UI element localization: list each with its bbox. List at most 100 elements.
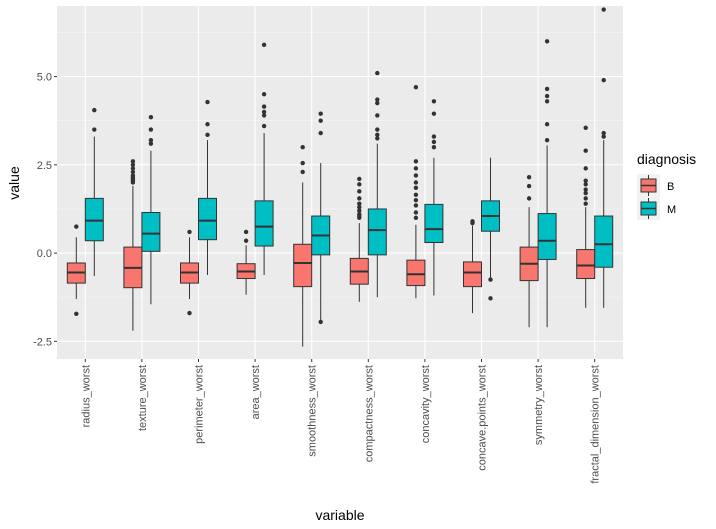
outlier-point xyxy=(300,160,305,166)
y-axis: -2.5 0.0 2.5 5.0 xyxy=(33,72,57,348)
box-body xyxy=(84,197,104,242)
outlier-point xyxy=(601,77,606,83)
box-layer xyxy=(66,7,614,347)
x-tick-label: radius_worst xyxy=(80,365,92,427)
outlier-point xyxy=(413,84,419,90)
outlier-point xyxy=(413,159,419,164)
outlier-point xyxy=(413,180,419,185)
y-tick-label: 2.5 xyxy=(37,160,52,172)
outlier-point xyxy=(74,224,79,229)
outlier-point xyxy=(130,159,136,164)
box-M-radius_worst xyxy=(84,107,104,277)
outlier-point xyxy=(413,210,419,215)
legend-label-M: M xyxy=(667,204,676,216)
outlier-point xyxy=(243,229,249,235)
outlier-point xyxy=(357,196,362,201)
outlier-point xyxy=(261,92,267,97)
box-B-area_worst xyxy=(236,229,256,295)
box-body xyxy=(293,243,313,288)
box-body xyxy=(367,208,387,256)
y-axis-title: value xyxy=(6,166,22,200)
outlier-point xyxy=(205,132,210,138)
outlier-point xyxy=(130,162,136,168)
outlier-point xyxy=(148,127,154,132)
outlier-point xyxy=(357,212,362,217)
box-M-concave.points_worst xyxy=(481,157,500,301)
outlier-point xyxy=(375,100,380,106)
box-body xyxy=(254,200,274,247)
x-tick-label: texture_worst xyxy=(137,365,149,431)
legend-key-B xyxy=(637,174,660,197)
outlier-point xyxy=(300,169,305,175)
outlier-point xyxy=(583,201,588,206)
box-B-concave.points_worst xyxy=(463,219,482,314)
x-tick-label: concave.points_worst xyxy=(477,365,489,471)
outlier-point xyxy=(130,166,136,171)
box-M-texture_worst xyxy=(141,114,161,305)
box-M-smoothness_worst xyxy=(311,111,331,325)
outlier-point xyxy=(261,104,267,109)
outlier-point xyxy=(544,93,550,99)
outlier-point xyxy=(205,122,210,127)
outlier-point xyxy=(357,189,362,194)
outlier-point xyxy=(526,175,532,180)
outlier-point xyxy=(187,310,192,316)
box-B-perimeter_worst xyxy=(180,229,199,316)
outlier-point xyxy=(544,39,550,44)
x-tick-label: fractal_dimension_worst xyxy=(590,365,602,484)
outlier-point xyxy=(583,196,588,201)
outlier-point xyxy=(544,86,550,92)
x-axis: radius_worst texture_worst perimeter_worst… xyxy=(80,359,602,484)
box-body xyxy=(463,261,482,288)
outlier-point xyxy=(583,148,588,153)
outlier-point xyxy=(583,187,588,192)
outlier-point xyxy=(544,99,550,104)
outlier-point xyxy=(431,134,437,139)
box-body xyxy=(406,259,426,287)
outlier-point xyxy=(413,203,419,208)
outlier-point xyxy=(583,182,588,187)
x-tick-label: smoothness_worst xyxy=(307,365,319,457)
box-B-compactness_worst xyxy=(349,176,369,302)
outlier-point xyxy=(357,182,362,187)
box-body xyxy=(141,212,161,252)
box-B-radius_worst xyxy=(66,224,86,317)
outlier-point xyxy=(261,113,267,118)
box-M-symmetry_worst xyxy=(537,39,557,328)
outlier-point xyxy=(148,114,154,120)
x-tick-label: compactness_worst xyxy=(363,365,375,462)
box-M-area_worst xyxy=(254,42,274,275)
outlier-point xyxy=(357,205,362,210)
outlier-point xyxy=(243,238,249,243)
outlier-point xyxy=(148,137,154,143)
outlier-point xyxy=(261,109,267,115)
outlier-point xyxy=(187,229,192,235)
outlier-point xyxy=(526,183,532,189)
box-M-concavity_worst xyxy=(424,99,444,296)
legend: diagnosis BM xyxy=(637,151,696,220)
outlier-point xyxy=(601,134,606,139)
outlier-point xyxy=(413,197,419,203)
box-B-concavity_worst xyxy=(406,84,426,299)
x-tick-label: concavity_worst xyxy=(420,365,432,443)
x-tick-label: symmetry_worst xyxy=(533,365,545,445)
outlier-point xyxy=(318,319,323,325)
legend-key-M xyxy=(637,197,660,220)
outlier-point xyxy=(375,136,380,141)
outlier-point xyxy=(601,7,606,12)
outlier-point xyxy=(544,122,550,127)
box-body xyxy=(594,215,614,268)
outlier-point xyxy=(92,127,97,132)
outlier-point xyxy=(148,141,154,146)
outlier-point xyxy=(413,166,419,171)
outlier-point xyxy=(583,190,588,196)
box-body xyxy=(576,249,596,280)
box-B-smoothness_worst xyxy=(293,145,313,347)
outlier-point xyxy=(431,111,437,116)
box-body xyxy=(198,197,217,241)
outlier-point xyxy=(205,99,210,105)
outlier-point xyxy=(318,130,323,136)
box-body xyxy=(537,213,557,260)
outlier-point xyxy=(318,118,323,123)
